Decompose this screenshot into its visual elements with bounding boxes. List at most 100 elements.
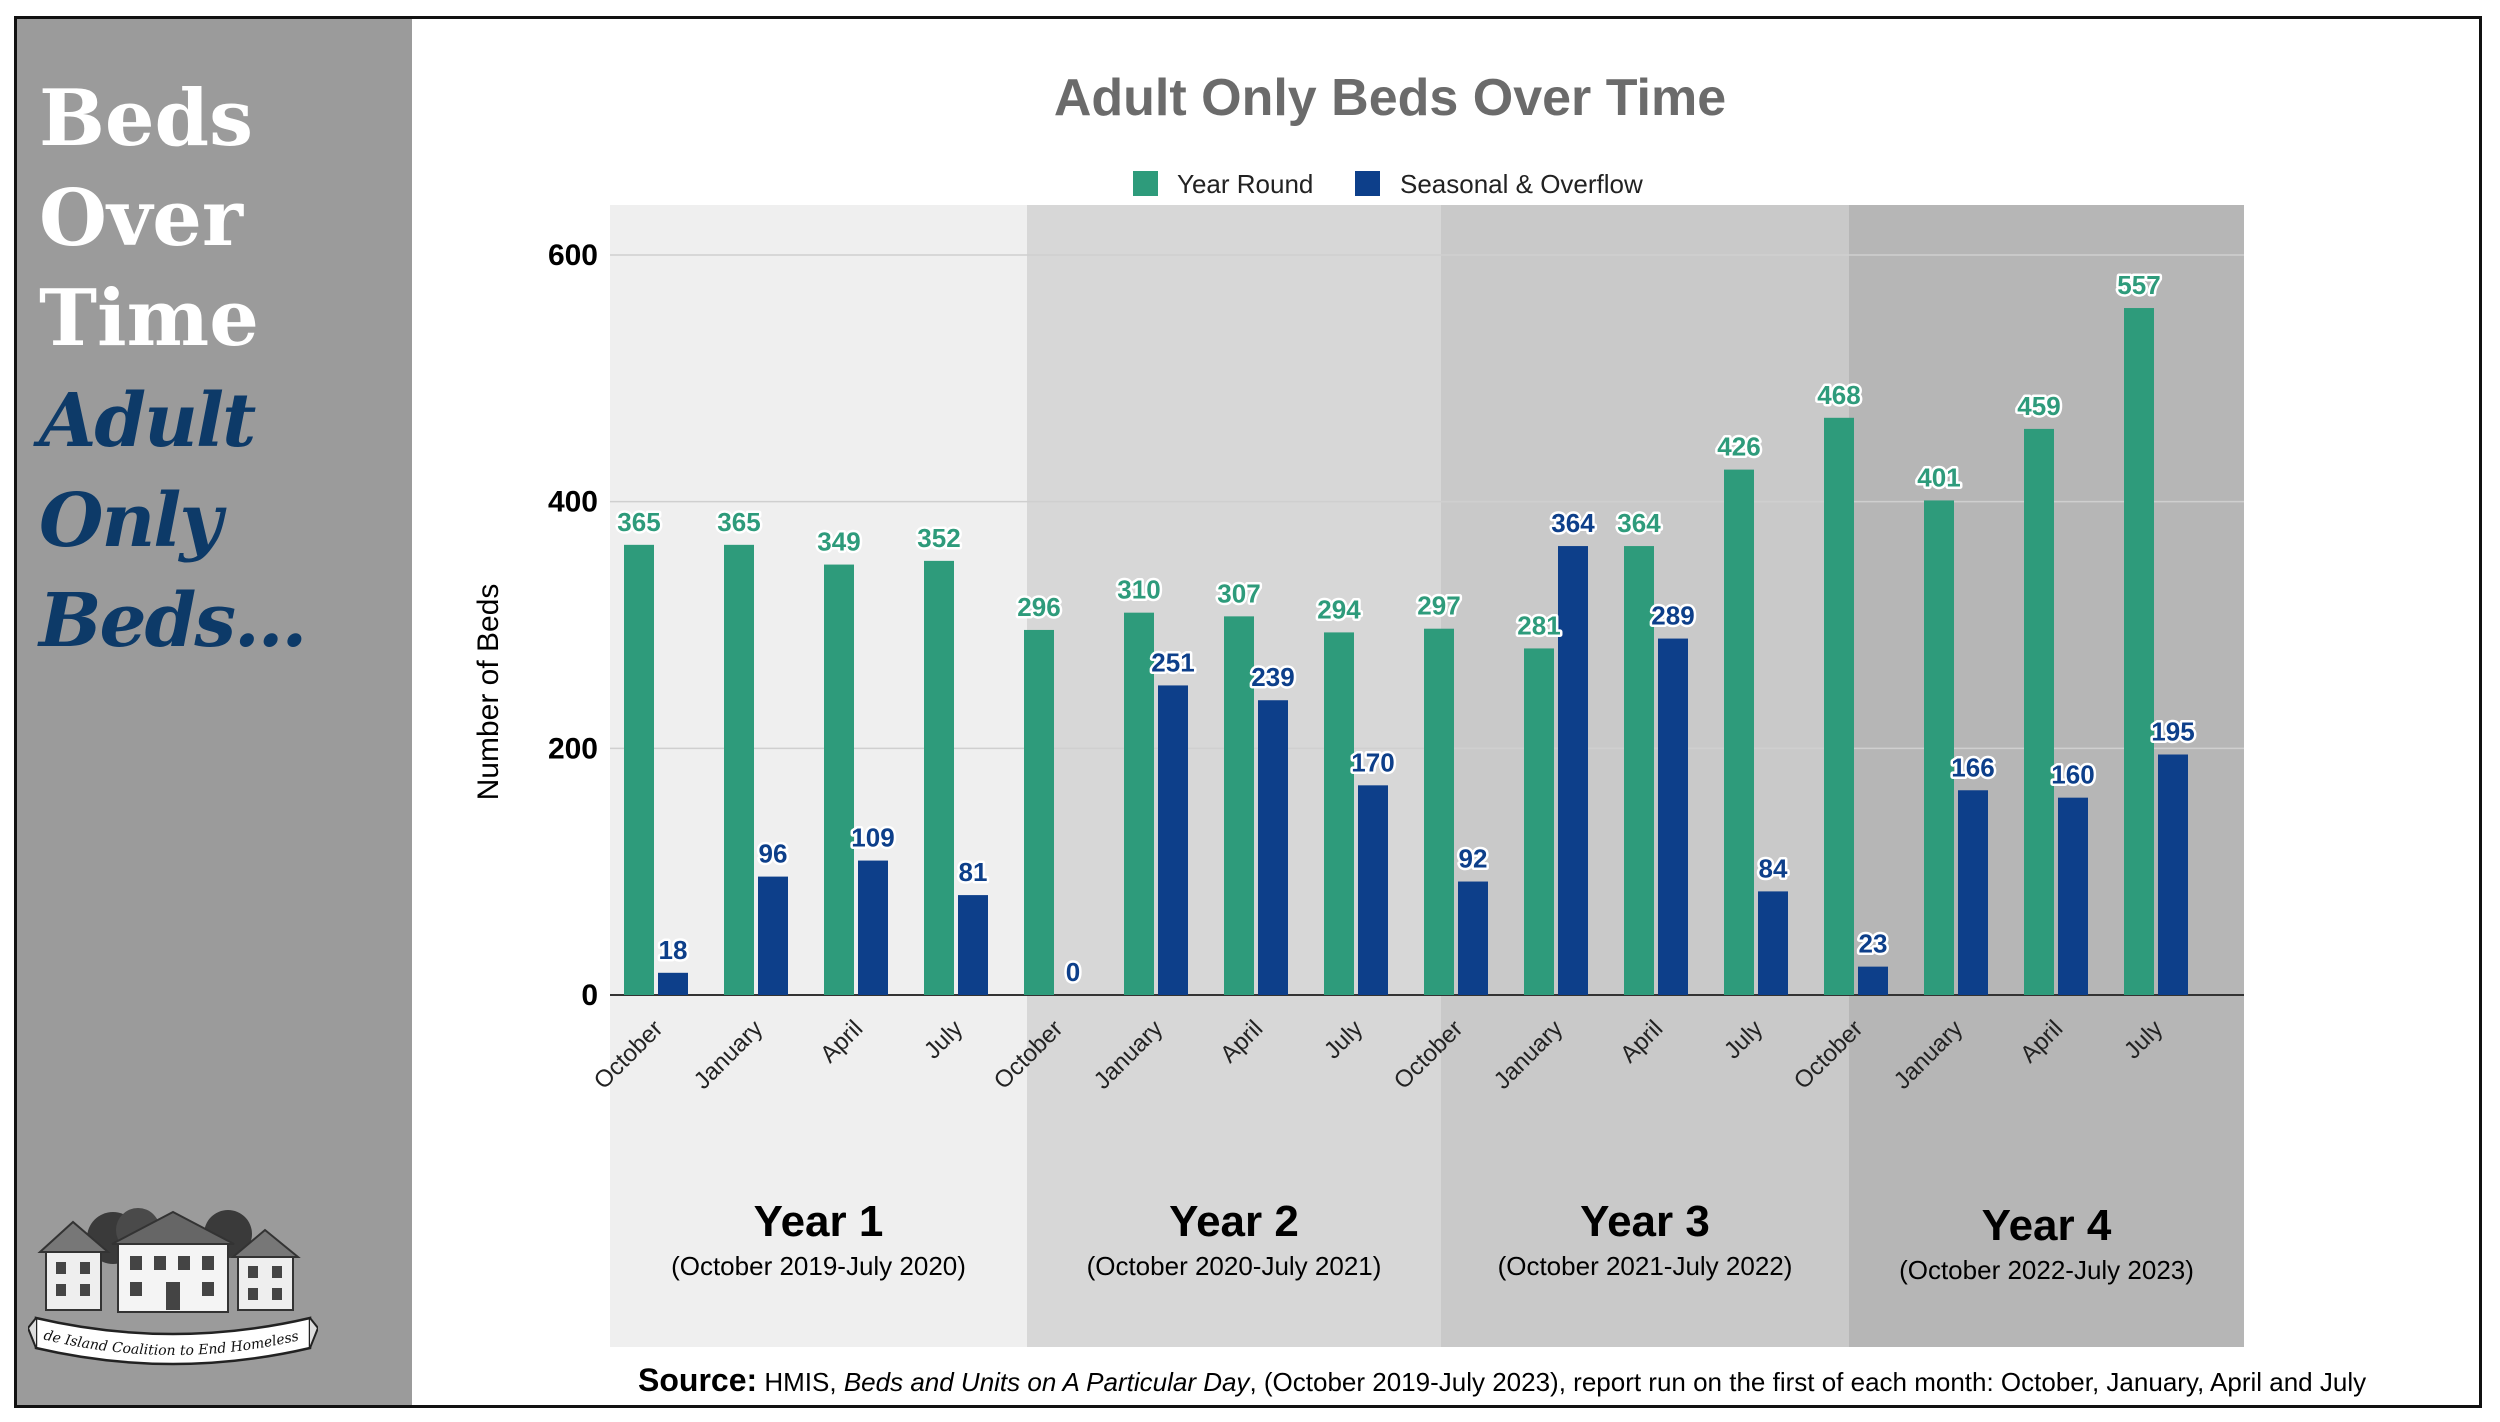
bar-year-round — [824, 564, 854, 995]
group-range: (October 2022-July 2023) — [1899, 1255, 2194, 1285]
group-label: Year 1 — [754, 1197, 884, 1246]
data-label: 166 — [1951, 752, 1994, 782]
bars — [624, 308, 2188, 996]
data-label: 468 — [1817, 380, 1860, 410]
chart-title: Adult Only Beds Over Time — [1054, 69, 1726, 127]
legend-swatch-seasonal — [1355, 171, 1380, 196]
legend-label-year-round: Year Round — [1177, 169, 1313, 199]
data-label: 459 — [2017, 391, 2060, 421]
source-title: Beds and Units on A Particular Day — [843, 1367, 1250, 1397]
bar-seasonal — [1558, 546, 1588, 995]
data-label: 426 — [1717, 432, 1760, 462]
data-label: 364 — [1617, 508, 1661, 538]
bar-year-round — [1724, 469, 1754, 996]
y-tick-label: 200 — [548, 732, 598, 765]
group-range: (October 2021-July 2022) — [1498, 1251, 1793, 1281]
data-label: 289 — [1651, 601, 1694, 631]
sidebar-subtitle-line: Adult — [39, 378, 256, 464]
bar-seasonal — [1258, 700, 1288, 995]
data-label: 401 — [1917, 462, 1960, 492]
data-label: 307 — [1217, 578, 1260, 608]
data-label: 365 — [717, 507, 760, 537]
group-label: Year 2 — [1169, 1197, 1299, 1246]
bar-seasonal — [1358, 785, 1388, 995]
bar-year-round — [1524, 648, 1554, 995]
sidebar-subtitle-line: Beds... — [39, 578, 307, 664]
sidebar-title-line: Time — [39, 273, 259, 364]
data-label: 170 — [1351, 747, 1394, 777]
data-label: 557 — [2117, 270, 2160, 300]
bar-seasonal — [1658, 638, 1688, 995]
data-label: 251 — [1151, 647, 1194, 677]
group-range: (October 2020-July 2021) — [1087, 1251, 1382, 1281]
data-label: 364 — [1551, 508, 1595, 538]
y-tick-label: 400 — [548, 486, 598, 519]
data-label: 239 — [1251, 662, 1294, 692]
data-label: 92 — [1459, 844, 1488, 874]
data-label: 310 — [1117, 575, 1160, 605]
source-text: HMIS, — [764, 1367, 844, 1397]
data-label: 352 — [917, 523, 960, 553]
bar-year-round — [2124, 308, 2154, 995]
sidebar-subtitle-line: Only — [39, 478, 222, 564]
sidebar-title-line: Over — [39, 173, 243, 264]
bar-year-round — [924, 560, 954, 995]
bar-seasonal — [858, 860, 888, 995]
group-range: (October 2019-July 2020) — [671, 1251, 966, 1281]
data-label: 18 — [659, 935, 688, 965]
bar-year-round — [1324, 632, 1354, 995]
legend-label-seasonal: Seasonal & Overflow — [1400, 169, 1643, 199]
data-label: 349 — [817, 527, 860, 557]
data-label: 23 — [1859, 929, 1888, 959]
bar-seasonal — [1758, 891, 1788, 995]
bar-year-round — [1124, 612, 1154, 995]
group-label: Year 4 — [1982, 1201, 2112, 1250]
y-axis-label: Number of Beds — [472, 584, 505, 801]
data-label: 96 — [759, 839, 788, 869]
bar-year-round — [1924, 500, 1954, 995]
bar-year-round — [1824, 417, 1854, 995]
source-text-tail: , (October 2019-July 2023), report run o… — [1249, 1367, 2367, 1397]
bar-year-round — [1224, 616, 1254, 995]
y-tick-label: 0 — [581, 979, 598, 1012]
data-labels: 365 18 365 96 349 109 352 81 296 0 310 251 307 239 294… — [615, 268, 2197, 990]
group-label: Year 3 — [1580, 1197, 1710, 1246]
legend: Year Round Seasonal & Overflow — [1133, 169, 1643, 199]
source-label: Source: — [638, 1362, 758, 1398]
source-note: Source: HMIS, Beds and Units on A Partic… — [638, 1362, 2366, 1399]
bar-seasonal — [2058, 797, 2088, 995]
data-label: 281 — [1517, 610, 1560, 640]
data-label: 0 — [1066, 957, 1080, 987]
data-label: 296 — [1017, 592, 1060, 622]
data-label: 84 — [1759, 853, 1788, 883]
data-label: 195 — [2151, 717, 2194, 747]
bar-year-round — [1624, 546, 1654, 995]
data-label: 365 — [617, 507, 660, 537]
year-group-labels: Year 1 (October 2019-July 2020) Year 2 (Oct… — [671, 1197, 2194, 1285]
sidebar: Beds Over Time Adult Only Beds... — [17, 19, 412, 1405]
organization-logo: Rhode Island Coalition to End Homelessne… — [28, 1200, 318, 1366]
y-tick-label: 600 — [548, 239, 598, 272]
legend-swatch-year-round — [1133, 171, 1158, 196]
bar-seasonal — [758, 876, 788, 995]
bar-seasonal — [1958, 790, 1988, 995]
bar-seasonal — [1858, 966, 1888, 995]
bar-year-round — [724, 544, 754, 995]
bar-year-round — [2024, 428, 2054, 995]
data-label: 297 — [1417, 591, 1460, 621]
data-label: 160 — [2051, 760, 2094, 790]
bar-year-round — [624, 544, 654, 995]
data-label: 81 — [959, 857, 988, 887]
sidebar-title-line: Beds — [39, 73, 254, 164]
bar-seasonal — [1458, 881, 1488, 995]
data-label: 294 — [1317, 594, 1361, 624]
bar-seasonal — [2158, 754, 2188, 995]
bar-seasonal — [658, 972, 688, 995]
year-band — [610, 205, 1027, 1347]
data-label: 109 — [851, 823, 894, 853]
bar-seasonal — [958, 895, 988, 995]
bar-year-round — [1024, 629, 1054, 995]
bar-year-round — [1424, 628, 1454, 995]
bar-seasonal — [1158, 685, 1188, 995]
